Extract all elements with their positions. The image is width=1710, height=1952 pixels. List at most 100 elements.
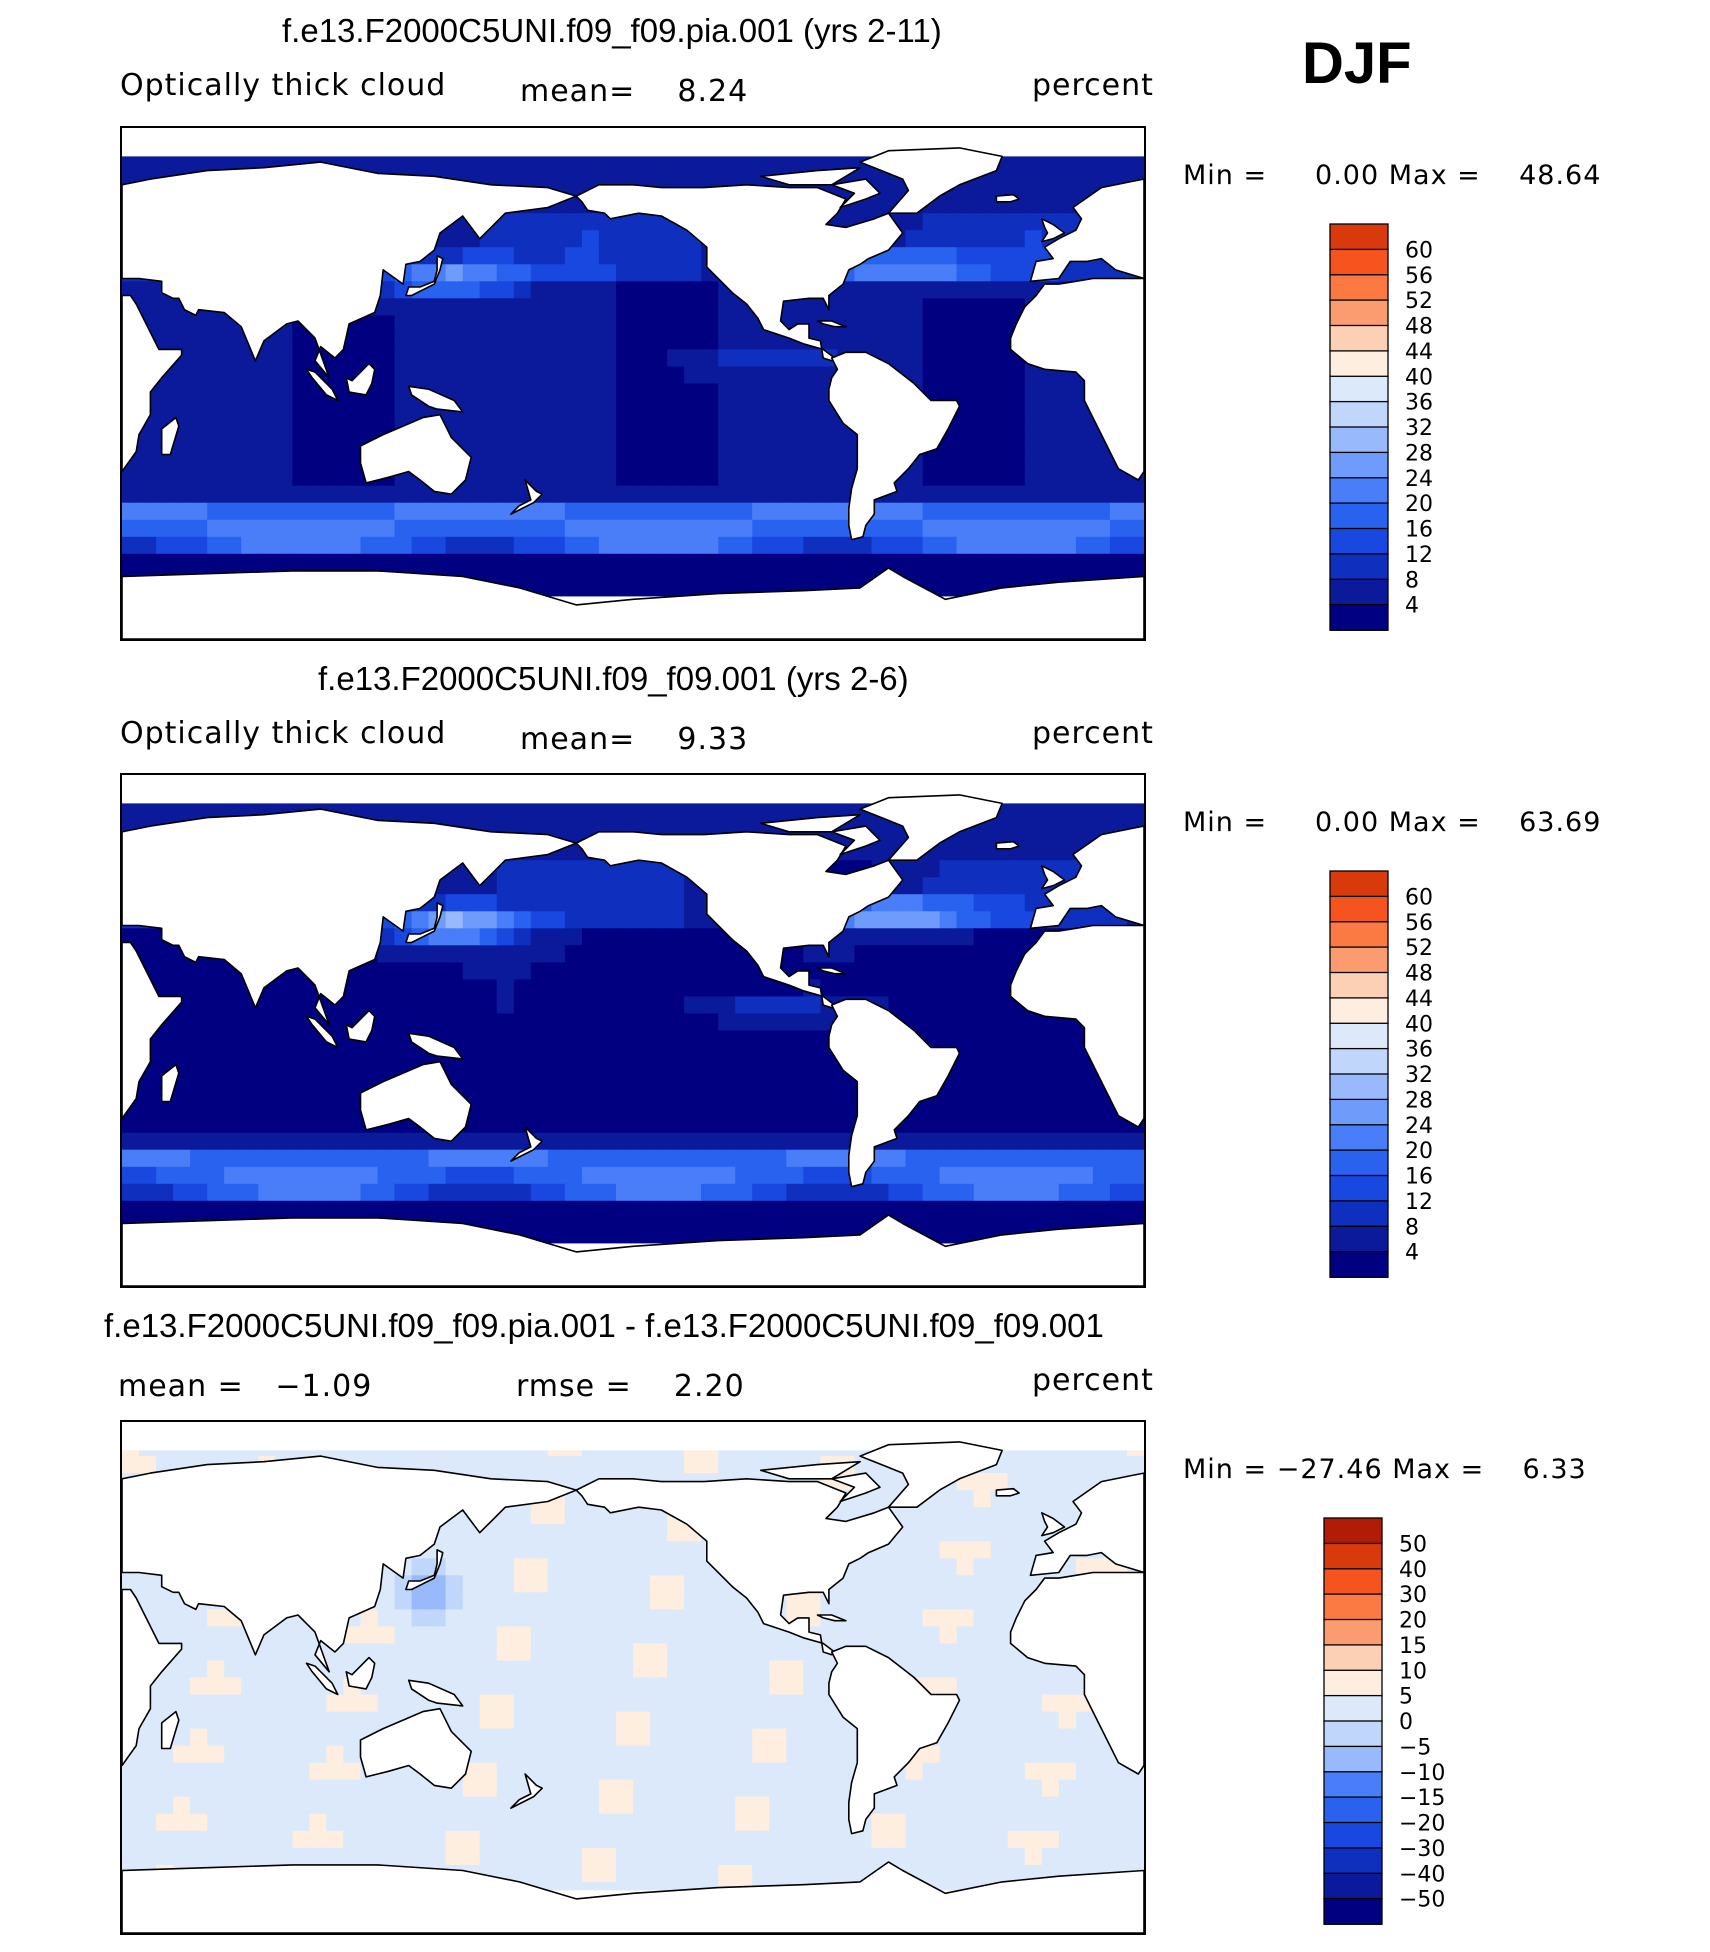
colorbar-tick-label: 4 xyxy=(1405,1241,1419,1266)
colorbar-tick-label: 48 xyxy=(1405,315,1433,340)
panel-2-colorbar: 60 56 52 48 44 40 36 32 28 24 20 16 12 8 4 xyxy=(1329,870,1469,1278)
panel-2-map xyxy=(120,773,1146,1288)
colorbar-tick-label: 48 xyxy=(1405,962,1433,987)
colorbar-tick-label: −30 xyxy=(1399,1837,1445,1862)
colorbar-tick-label: 12 xyxy=(1405,543,1433,568)
panel-3-map-canvas xyxy=(122,1422,1144,1933)
panel-3-map xyxy=(120,1420,1146,1935)
panel-2-units: percent xyxy=(1032,716,1154,751)
colorbar-swatch xyxy=(1323,1847,1383,1875)
colorbar-tick-label: 40 xyxy=(1399,1558,1427,1583)
colorbar-tick-label: 20 xyxy=(1399,1609,1427,1634)
colorbar-swatch xyxy=(1329,997,1389,1025)
colorbar-swatch xyxy=(1329,426,1389,454)
colorbar-tick-label: 60 xyxy=(1405,238,1433,263)
panel-1-map-canvas xyxy=(122,128,1144,639)
colorbar-swatch xyxy=(1329,921,1389,949)
season-label: DJF xyxy=(1302,31,1412,96)
colorbar-swatch xyxy=(1323,1593,1383,1621)
colorbar-tick-label: −10 xyxy=(1399,1761,1445,1786)
colorbar-swatch xyxy=(1323,1644,1383,1672)
colorbar-swatch xyxy=(1329,1124,1389,1152)
colorbar-swatch xyxy=(1329,1098,1389,1126)
colorbar-tick-label: −50 xyxy=(1399,1888,1445,1913)
colorbar-tick-label: 8 xyxy=(1405,1215,1419,1240)
colorbar-swatch xyxy=(1323,1618,1383,1646)
colorbar-tick-label: −15 xyxy=(1399,1786,1445,1811)
colorbar-tick-label: 0 xyxy=(1399,1710,1413,1735)
colorbar-swatch xyxy=(1329,553,1389,581)
colorbar-tick-label: 32 xyxy=(1405,1063,1433,1088)
panel-3-colorbar: 50 40 30 20 15 10 5 0 −5 −10 −15 −20 −30 −40 −50 xyxy=(1323,1517,1473,1925)
colorbar-swatch xyxy=(1329,477,1389,505)
colorbar-tick-label: 28 xyxy=(1405,441,1433,466)
colorbar-swatch xyxy=(1329,1073,1389,1101)
colorbar-tick-label: 5 xyxy=(1399,1685,1413,1710)
colorbar-tick-label: 56 xyxy=(1405,911,1433,936)
colorbar-tick-label: 36 xyxy=(1405,1038,1433,1063)
colorbar-tick-label: 8 xyxy=(1405,568,1419,593)
colorbar-tick-label: 10 xyxy=(1399,1659,1427,1684)
colorbar-tick-label: 30 xyxy=(1399,1583,1427,1608)
colorbar-swatch xyxy=(1329,324,1389,352)
panel-1-colorbar: 60 56 52 48 44 40 36 32 28 24 20 16 12 8 4 xyxy=(1329,223,1469,631)
colorbar-swatch xyxy=(1329,1174,1389,1202)
colorbar-tick-label: 24 xyxy=(1405,467,1433,492)
colorbar-tick-label: 50 xyxy=(1399,1532,1427,1557)
panel-2-mean: mean= 9.33 xyxy=(520,722,749,757)
colorbar-tick-label: 44 xyxy=(1405,987,1433,1012)
colorbar-swatch xyxy=(1329,248,1389,276)
colorbar-swatch xyxy=(1323,1542,1383,1570)
colorbar-tick-label: 16 xyxy=(1405,518,1433,543)
panel-1-variable-label: Optically thick cloud xyxy=(120,68,447,103)
colorbar-swatch xyxy=(1323,1517,1383,1545)
colorbar-swatch xyxy=(1329,1250,1389,1278)
colorbar-swatch xyxy=(1329,350,1389,378)
panel-3-rmse: rmse = 2.20 xyxy=(516,1369,745,1404)
colorbar-swatch xyxy=(1329,375,1389,403)
colorbar-swatch xyxy=(1329,400,1389,428)
colorbar-swatch xyxy=(1323,1821,1383,1849)
colorbar-tick-label: 40 xyxy=(1405,365,1433,390)
panel-3-title: f.e13.F2000C5UNI.f09_f09.pia.001 - f.e13… xyxy=(104,1307,1104,1344)
colorbar-swatch xyxy=(1329,274,1389,302)
colorbar-swatch xyxy=(1329,1225,1389,1253)
panel-2-map-canvas xyxy=(122,775,1144,1286)
colorbar-tick-label: 36 xyxy=(1405,391,1433,416)
colorbar-swatch xyxy=(1323,1796,1383,1824)
colorbar-swatch xyxy=(1329,527,1389,555)
colorbar-tick-label: −20 xyxy=(1399,1812,1445,1837)
panel-3-mean: mean = −1.09 xyxy=(118,1369,373,1404)
colorbar-swatch xyxy=(1329,971,1389,999)
colorbar-swatch xyxy=(1323,1745,1383,1773)
panel-3-minmax: Min = −27.46 Max = 6.33 xyxy=(1183,1454,1587,1485)
colorbar-tick-label: 52 xyxy=(1405,936,1433,961)
panel-2-title: f.e13.F2000C5UNI.f09_f09.001 (yrs 2-6) xyxy=(318,660,909,697)
colorbar-swatch xyxy=(1329,603,1389,631)
panel-1-title: f.e13.F2000C5UNI.f09_f09.pia.001 (yrs 2-… xyxy=(282,12,942,49)
colorbar-swatch xyxy=(1323,1771,1383,1799)
colorbar-swatch xyxy=(1323,1669,1383,1697)
colorbar-swatch xyxy=(1323,1720,1383,1748)
colorbar-tick-label: 15 xyxy=(1399,1634,1427,1659)
panel-1-minmax: Min = 0.00 Max = 48.64 xyxy=(1183,160,1602,191)
colorbar-swatch xyxy=(1329,223,1389,251)
colorbar-swatch xyxy=(1329,299,1389,327)
colorbar-swatch xyxy=(1323,1694,1383,1722)
colorbar-swatch xyxy=(1329,502,1389,530)
colorbar-tick-label: −5 xyxy=(1399,1735,1431,1760)
colorbar-swatch xyxy=(1329,451,1389,479)
colorbar-swatch xyxy=(1329,1047,1389,1075)
colorbar-tick-label: 56 xyxy=(1405,264,1433,289)
panel-2-minmax: Min = 0.00 Max = 63.69 xyxy=(1183,807,1602,838)
colorbar-tick-label: 12 xyxy=(1405,1190,1433,1215)
colorbar-tick-label: 4 xyxy=(1405,594,1419,619)
colorbar-swatch xyxy=(1329,1149,1389,1177)
panel-2-variable-label: Optically thick cloud xyxy=(120,716,447,751)
panel-1-units: percent xyxy=(1032,68,1154,103)
colorbar-tick-label: 28 xyxy=(1405,1088,1433,1113)
colorbar-tick-label: 60 xyxy=(1405,885,1433,910)
colorbar-swatch xyxy=(1323,1872,1383,1900)
panel-1-mean: mean= 8.24 xyxy=(520,74,749,109)
colorbar-tick-label: 32 xyxy=(1405,416,1433,441)
